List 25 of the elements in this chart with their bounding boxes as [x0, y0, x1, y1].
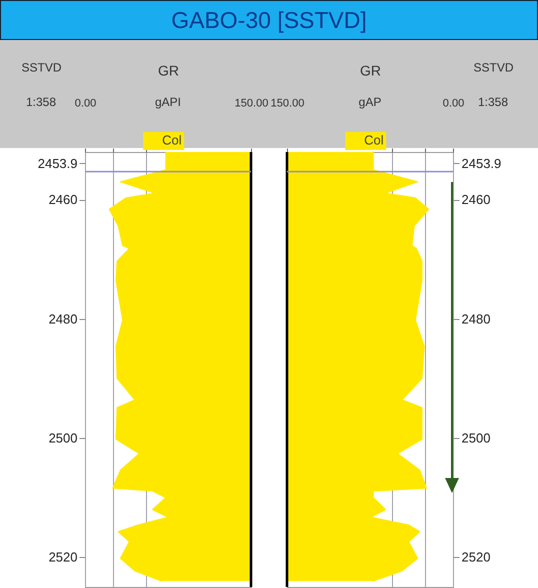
x-axis-title: GR	[360, 62, 381, 78]
y-tick-label: 2500	[48, 430, 78, 446]
x-tick-label: 150.00	[270, 98, 304, 110]
series-label: Col	[162, 132, 182, 148]
x-tick-label: 0.00	[442, 98, 464, 110]
y-tick-label: 2460	[462, 192, 490, 208]
text: gAP	[358, 95, 382, 109]
y-axis-title: SSTVD	[473, 60, 514, 74]
y-tick-label: 2520	[48, 550, 78, 565]
x-axis-title: GR	[158, 62, 179, 78]
text: 1:358	[26, 95, 56, 109]
x-tick-label: 0.00	[74, 98, 96, 110]
series-label: Col	[364, 132, 384, 148]
chart-title: GABO-30 [SSTVD]	[0, 0, 538, 40]
y-tick-label: 2460	[48, 192, 78, 208]
y-tick-label: 2500	[462, 430, 490, 446]
x-tick-label: 150.00	[234, 98, 268, 110]
y-tick-label: 2520	[462, 550, 490, 565]
y-tick-label: 2453.9	[38, 156, 78, 171]
y-tick-label: 2453.9	[462, 156, 502, 171]
text: gAPI	[154, 95, 182, 109]
y-tick-label: 2480	[462, 311, 490, 326]
text: 1:358	[478, 95, 508, 109]
y-tick-label: 2480	[48, 311, 78, 326]
y-axis-title: SSTVD	[21, 60, 62, 74]
